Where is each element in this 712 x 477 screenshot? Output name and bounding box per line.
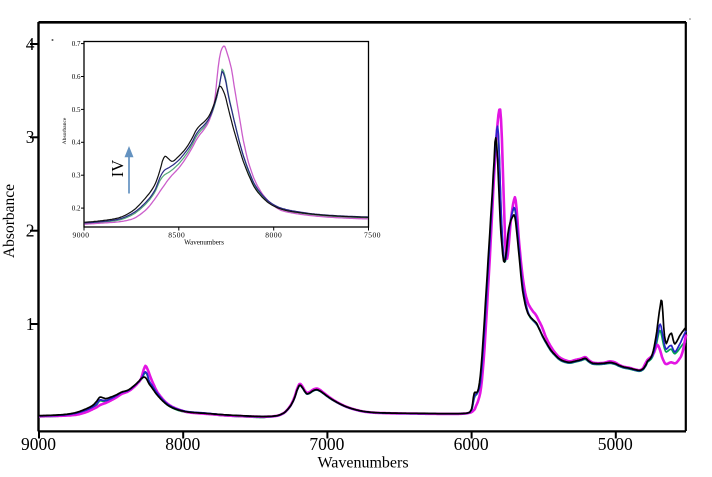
svg-text:6000: 6000	[454, 434, 489, 454]
svg-text:0.4: 0.4	[72, 139, 81, 147]
svg-text:8000: 8000	[265, 231, 282, 240]
svg-text:Absorbance: Absorbance	[62, 117, 68, 144]
svg-text:0.7: 0.7	[72, 40, 81, 48]
svg-text:0.2: 0.2	[72, 205, 81, 213]
svg-text:3: 3	[26, 127, 35, 147]
svg-text:Wavenumbers: Wavenumbers	[317, 455, 408, 472]
svg-text:0.3: 0.3	[72, 172, 81, 180]
svg-text:IV: IV	[108, 160, 127, 177]
svg-text:7000: 7000	[309, 434, 344, 454]
svg-text:Wavenumbers: Wavenumbers	[184, 239, 224, 247]
svg-text:0.5: 0.5	[72, 106, 81, 114]
svg-text:2: 2	[26, 221, 35, 241]
svg-text:9000: 9000	[21, 434, 56, 454]
svg-text:1: 1	[26, 314, 35, 334]
svg-text:7500: 7500	[364, 231, 381, 240]
svg-text:4: 4	[26, 34, 35, 54]
svg-text:0.6: 0.6	[72, 73, 81, 81]
svg-text:Absorbance: Absorbance	[1, 184, 18, 258]
svg-text:8500: 8500	[168, 231, 185, 240]
svg-text:8000: 8000	[165, 434, 200, 454]
svg-text:5000: 5000	[598, 434, 633, 454]
svg-text:9000: 9000	[73, 231, 90, 240]
